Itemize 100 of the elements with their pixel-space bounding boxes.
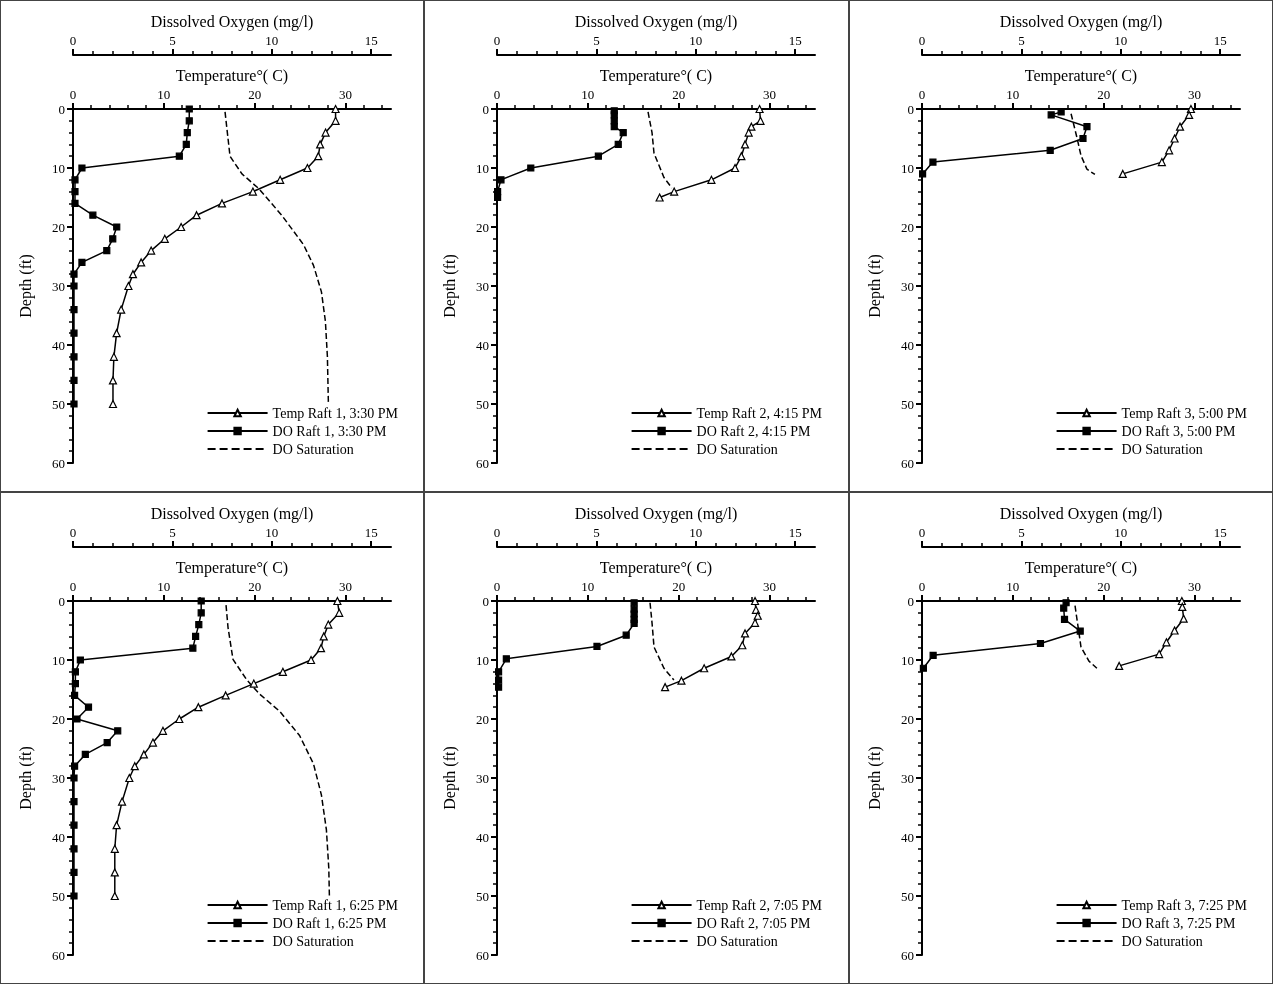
y-axis-title: Depth (ft) [16, 254, 35, 318]
x-axis-title: Temperature°( C) [175, 66, 289, 85]
x-tick-label: 20 [672, 579, 686, 594]
y-tick-label: 40 [52, 829, 65, 845]
legend-label: DO Raft 2, 4:15 PM [696, 423, 812, 439]
x2-axis-title: Dissolved Oxygen (mg/l) [150, 12, 314, 31]
y-tick-label: 40 [900, 829, 914, 845]
x2-tick-label: 0 [494, 33, 501, 48]
y-tick-label: 30 [476, 770, 490, 786]
x-tick-label: 20 [1096, 579, 1110, 594]
y-axis-title: Depth (ft) [440, 254, 459, 318]
x2-axis-title: Dissolved Oxygen (mg/l) [999, 12, 1162, 31]
y-tick-label: 40 [476, 829, 490, 845]
y-tick-label: 60 [52, 455, 65, 471]
x2-tick-label: 10 [265, 525, 279, 540]
x-axis-title: Temperature°( C) [1024, 66, 1137, 85]
x-tick-label: 10 [1006, 579, 1020, 594]
y-tick-label: 0 [58, 593, 65, 609]
legend-label: DO Raft 3, 5:00 PM [1121, 423, 1236, 439]
y-tick-label: 40 [476, 337, 490, 353]
y-tick-label: 10 [476, 160, 490, 176]
x-tick-label: 0 [494, 87, 501, 102]
x-tick-label: 20 [248, 87, 262, 102]
y-tick-label: 20 [900, 219, 914, 235]
y-tick-label: 60 [52, 947, 65, 963]
x-tick-label: 10 [157, 87, 171, 102]
y-tick-label: 40 [52, 337, 65, 353]
legend-label: DO Saturation [272, 441, 354, 457]
x2-tick-label: 5 [1017, 33, 1025, 48]
x-axis-title: Temperature°( C) [600, 66, 713, 85]
x-axis-title: Temperature°( C) [600, 558, 713, 577]
y-tick-label: 50 [52, 888, 65, 904]
x-axis-title: Temperature°( C) [175, 558, 289, 577]
legend-label: Temp Raft 1, 3:30 PM [272, 405, 399, 421]
x-tick-label: 0 [494, 579, 501, 594]
x-tick-label: 0 [918, 579, 925, 594]
y-tick-label: 60 [900, 455, 914, 471]
x2-tick-label: 15 [788, 525, 802, 540]
x-tick-label: 0 [918, 87, 925, 102]
legend-label: DO Raft 1, 6:25 PM [272, 915, 388, 931]
x-tick-label: 0 [69, 87, 77, 102]
legend-label: Temp Raft 3, 7:25 PM [1121, 897, 1248, 913]
y-tick-label: 10 [476, 652, 490, 668]
x-tick-label: 30 [763, 579, 777, 594]
x2-tick-label: 5 [593, 525, 600, 540]
x2-axis-title: Dissolved Oxygen (mg/l) [575, 12, 738, 31]
x2-tick-label: 0 [918, 525, 925, 540]
legend-label: Temp Raft 2, 7:05 PM [696, 897, 823, 913]
x2-tick-label: 15 [364, 33, 378, 48]
y-tick-label: 50 [900, 396, 914, 412]
x-tick-label: 10 [157, 579, 171, 594]
x-tick-label: 20 [672, 87, 686, 102]
y-tick-label: 20 [52, 219, 65, 235]
legend-label: DO Saturation [1121, 441, 1203, 457]
legend-label: DO Raft 1, 3:30 PM [272, 423, 388, 439]
x2-tick-label: 5 [593, 33, 600, 48]
x-tick-label: 10 [581, 579, 595, 594]
x-tick-label: 30 [339, 87, 353, 102]
legend-label: Temp Raft 2, 4:15 PM [696, 405, 823, 421]
x-tick-label: 30 [1187, 87, 1201, 102]
y-tick-label: 30 [52, 278, 65, 294]
y-tick-label: 0 [907, 101, 914, 117]
y-tick-label: 10 [900, 652, 914, 668]
y-tick-label: 30 [900, 278, 914, 294]
y-tick-label: 60 [900, 947, 914, 963]
x2-tick-label: 0 [494, 525, 501, 540]
x2-axis-title: Dissolved Oxygen (mg/l) [575, 504, 738, 523]
y-tick-label: 10 [52, 160, 65, 176]
y-tick-label: 0 [907, 593, 914, 609]
y-tick-label: 30 [476, 278, 490, 294]
y-tick-label: 50 [476, 888, 490, 904]
x-tick-label: 20 [248, 579, 262, 594]
y-axis-title: Depth (ft) [440, 746, 459, 810]
y-tick-label: 30 [52, 770, 65, 786]
x2-tick-label: 15 [788, 33, 802, 48]
legend-label: Temp Raft 3, 5:00 PM [1121, 405, 1248, 421]
y-tick-label: 40 [900, 337, 914, 353]
y-tick-label: 0 [482, 593, 490, 609]
y-tick-label: 10 [900, 160, 914, 176]
legend-label: DO Raft 2, 7:05 PM [696, 915, 812, 931]
y-tick-label: 50 [52, 396, 65, 412]
y-tick-label: 50 [476, 396, 490, 412]
x2-tick-label: 15 [364, 525, 378, 540]
x2-tick-label: 10 [1113, 33, 1127, 48]
y-tick-label: 50 [900, 888, 914, 904]
y-tick-label: 20 [52, 711, 65, 727]
y-tick-label: 30 [900, 770, 914, 786]
y-axis-title: Depth (ft) [865, 746, 884, 810]
y-tick-label: 0 [482, 101, 490, 117]
y-tick-label: 20 [476, 219, 490, 235]
x2-tick-label: 10 [689, 33, 703, 48]
y-axis-title: Depth (ft) [16, 746, 35, 810]
legend-label: DO Saturation [1121, 933, 1203, 949]
x-tick-label: 30 [763, 87, 777, 102]
legend-label: DO Saturation [696, 933, 779, 949]
legend-label: DO Saturation [272, 933, 354, 949]
x2-tick-label: 0 [69, 33, 77, 48]
x2-tick-label: 0 [918, 33, 925, 48]
x2-axis-title: Dissolved Oxygen (mg/l) [150, 504, 314, 523]
x-axis-title: Temperature°( C) [1024, 558, 1137, 577]
